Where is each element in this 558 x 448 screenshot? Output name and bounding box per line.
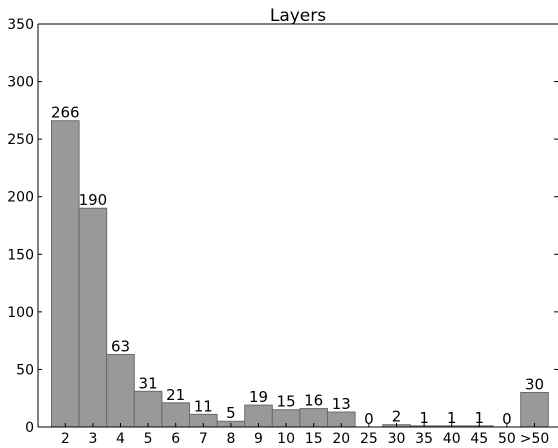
bar-value-label: 11 bbox=[194, 397, 213, 415]
y-tick-label: 250 bbox=[7, 132, 34, 148]
bar-value-label: 31 bbox=[139, 374, 158, 392]
x-tick-label: 8 bbox=[226, 431, 235, 447]
x-tick-label: 50 bbox=[498, 431, 516, 447]
x-tick-label: 5 bbox=[144, 431, 153, 447]
x-tick-label: 30 bbox=[388, 431, 406, 447]
y-tick-label: 350 bbox=[7, 17, 34, 33]
bar-value-label: 16 bbox=[304, 392, 323, 410]
bar-value-label: 0 bbox=[364, 410, 374, 428]
bars-group bbox=[51, 120, 549, 428]
x-tick-label: 25 bbox=[360, 431, 378, 447]
x-tick-label: 7 bbox=[199, 431, 208, 447]
bar-value-label: 2 bbox=[392, 408, 402, 426]
y-tick-label: 300 bbox=[7, 75, 34, 91]
bar-value-label: 19 bbox=[249, 388, 268, 406]
x-tick-label: 20 bbox=[332, 431, 350, 447]
x-tick-label: 15 bbox=[305, 431, 323, 447]
bar-2 bbox=[51, 120, 80, 428]
x-tick-label: 3 bbox=[88, 431, 97, 447]
x-tick-label: >50 bbox=[520, 431, 550, 447]
y-tick-label: 50 bbox=[16, 362, 34, 378]
x-tick-label: 2 bbox=[61, 431, 70, 447]
bar-value-label: 63 bbox=[111, 337, 130, 355]
bar-value-label: 190 bbox=[79, 191, 108, 209]
y-tick-label: 100 bbox=[7, 305, 34, 321]
bar-5 bbox=[133, 390, 163, 428]
bar-value-label: 1 bbox=[419, 409, 429, 427]
x-tick-label: 45 bbox=[470, 431, 488, 447]
x-tick-label: 9 bbox=[254, 431, 263, 447]
bar-value-label: 266 bbox=[51, 104, 80, 122]
x-tick-label: 6 bbox=[171, 431, 180, 447]
y-tick-label: 0 bbox=[25, 420, 34, 436]
bar-value-label: 5 bbox=[226, 404, 236, 422]
bar-3 bbox=[78, 207, 108, 428]
y-tick-label: 200 bbox=[7, 190, 34, 206]
x-tick-label: 4 bbox=[116, 431, 125, 447]
bar-value-label: 30 bbox=[525, 375, 544, 393]
bar-value-label: 15 bbox=[277, 393, 296, 411]
bar-value-label: 0 bbox=[502, 410, 512, 428]
bar-value-label: 21 bbox=[166, 386, 185, 404]
bar-value-label: 1 bbox=[447, 409, 457, 427]
bar-value-label: 13 bbox=[332, 395, 351, 413]
bar->50 bbox=[520, 391, 549, 428]
chart-title: Layers bbox=[270, 6, 326, 26]
bar-value-label: 1 bbox=[475, 409, 485, 427]
x-tick-label: 40 bbox=[443, 431, 461, 447]
bar-4 bbox=[106, 353, 135, 428]
y-tick-label: 150 bbox=[7, 247, 34, 263]
x-tick-label: 10 bbox=[277, 431, 295, 447]
x-ticks-group: 2 3 4 5 6 7 8 9 10 15 20 25 30 35 40 45 50 >50 bbox=[61, 423, 549, 447]
x-tick-label: 35 bbox=[415, 431, 433, 447]
